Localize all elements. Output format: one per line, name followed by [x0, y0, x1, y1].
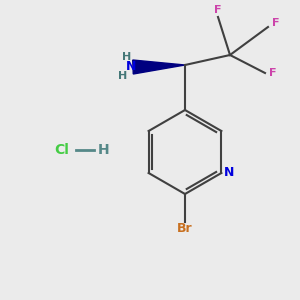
Text: F: F: [269, 68, 277, 78]
Text: Cl: Cl: [55, 143, 69, 157]
Text: F: F: [214, 5, 222, 15]
Text: F: F: [272, 18, 280, 28]
Polygon shape: [133, 60, 185, 74]
Text: H: H: [98, 143, 110, 157]
Text: N: N: [126, 61, 136, 74]
Text: H: H: [118, 71, 127, 81]
Text: Br: Br: [177, 221, 193, 235]
Text: H: H: [122, 52, 132, 62]
Text: N: N: [224, 167, 235, 179]
